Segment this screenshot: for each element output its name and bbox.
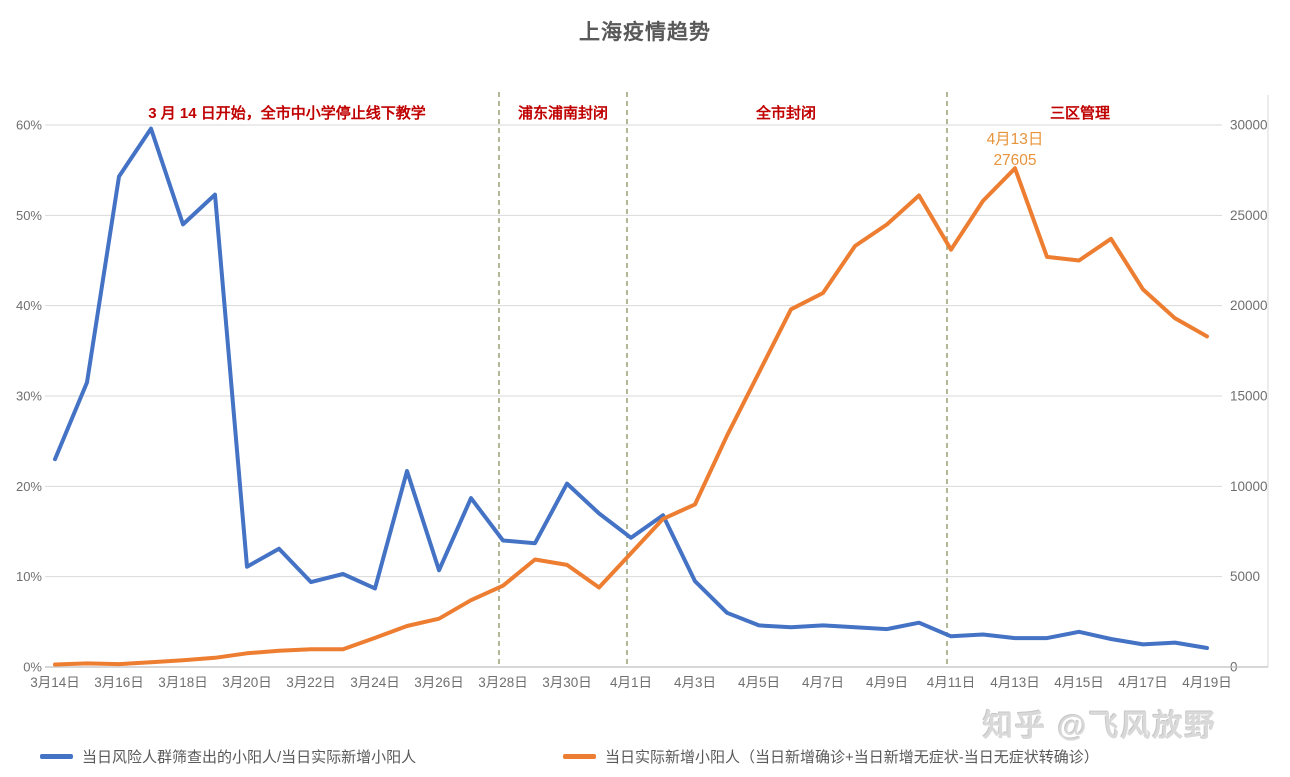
- y-axis-left-tick-label: 30%: [16, 389, 42, 404]
- x-axis-tick-label: 4月7日: [802, 675, 844, 690]
- legend-item-ratio-series: 当日风险人群筛查出的小阳人/当日实际新增小阳人: [40, 746, 416, 767]
- chart-title: 上海疫情趋势: [579, 21, 711, 44]
- y-axis-right-tick-label: 20000: [1230, 298, 1268, 313]
- y-axis-right-tick-label: 30000: [1230, 118, 1268, 133]
- y-axis-right-tick-label: 10000: [1230, 479, 1268, 494]
- legend-item-daily-new-series: 当日实际新增小阳人（当日新增确诊+当日新增无症状-当日无症状转确诊）: [563, 746, 1099, 767]
- x-axis-tick-label: 4月19日: [1182, 675, 1232, 690]
- x-axis-tick-label: 3月20日: [222, 675, 272, 690]
- blue-line-swatch-icon: [40, 754, 73, 759]
- x-axis-tick-label: 3月22日: [286, 675, 336, 690]
- y-axis-left-tick-label: 10%: [16, 569, 42, 584]
- x-axis-tick-label: 4月3日: [674, 675, 716, 690]
- x-axis-tick-label: 3月28日: [478, 675, 528, 690]
- y-axis-right-tick-label: 15000: [1230, 389, 1268, 404]
- x-axis-tick-label: 3月16日: [94, 675, 144, 690]
- event-annotation-label: 三区管理: [1050, 104, 1110, 122]
- y-axis-right-tick-label: 5000: [1230, 569, 1260, 584]
- x-axis-tick-label: 4月11日: [927, 675, 976, 690]
- x-axis-tick-label: 3月14日: [30, 675, 80, 690]
- x-axis-tick-label: 4月17日: [1118, 675, 1168, 690]
- orange-line-swatch-icon: [563, 754, 596, 759]
- x-axis-tick-label: 4月9日: [866, 675, 908, 690]
- x-axis-tick-label: 3月24日: [350, 675, 400, 690]
- x-axis-tick-label: 3月18日: [158, 675, 208, 690]
- event-annotation-label: 全市封闭: [755, 104, 816, 122]
- y-axis-left-tick-label: 40%: [16, 298, 42, 313]
- y-axis-right-tick-label: 25000: [1230, 208, 1268, 223]
- legend-label-daily-new-series: 当日实际新增小阳人（当日新增确诊+当日新增无症状-当日无症状转确诊）: [605, 749, 1099, 766]
- zhihu-watermark: 知乎 @飞风放野: [983, 710, 1217, 743]
- x-axis-tick-label: 4月15日: [1054, 675, 1104, 690]
- daily-new-series-line: [53, 166, 1209, 667]
- x-axis-tick-label: 3月26日: [414, 675, 464, 690]
- x-axis-tick-label: 4月1日: [610, 675, 652, 690]
- y-axis-left-tick-label: 60%: [16, 118, 42, 133]
- peak-annotation-value: 27605: [993, 152, 1036, 169]
- peak-annotation-date: 4月13日: [987, 131, 1044, 148]
- y-axis-left-tick-label: 50%: [16, 208, 42, 223]
- y-axis-left-tick-label: 20%: [16, 479, 42, 494]
- event-annotation-label: 3 月 14 日开始，全市中小学停止线下教学: [148, 104, 426, 122]
- event-annotation-label: 浦东浦南封闭: [518, 104, 608, 122]
- x-axis-tick-label: 4月13日: [990, 675, 1040, 690]
- y-axis-left-tick-label: 0%: [23, 660, 42, 675]
- x-axis-tick-label: 3月30日: [542, 675, 592, 690]
- x-axis-tick-label: 4月5日: [738, 675, 780, 690]
- legend-label-ratio-series: 当日风险人群筛查出的小阳人/当日实际新增小阳人: [82, 749, 417, 766]
- ratio-series-line: [53, 126, 1209, 650]
